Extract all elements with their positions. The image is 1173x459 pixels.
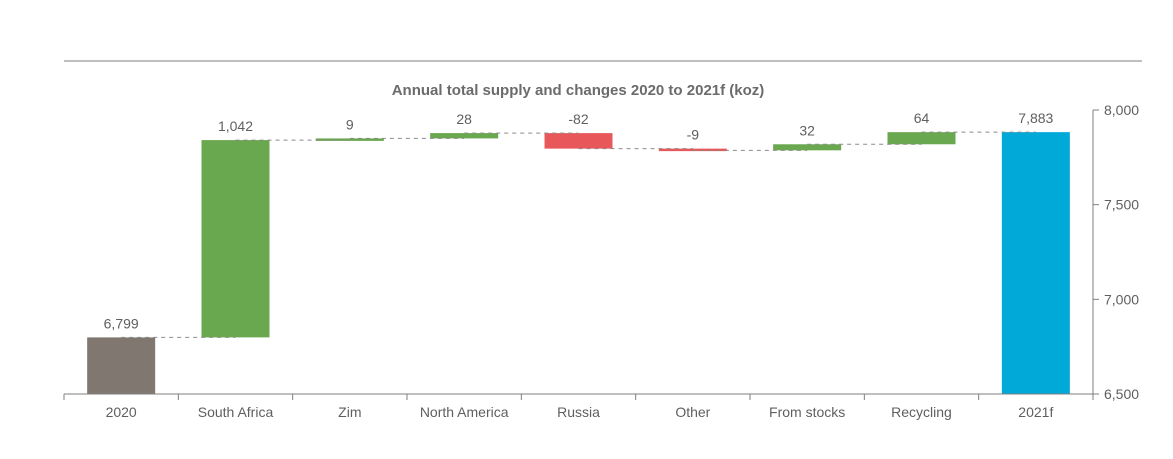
x-tick-label-2: Zim — [338, 404, 361, 420]
y-axis: 6,500 7,000 7,500 8,000 — [1092, 102, 1139, 402]
y-tick-label-3: 8,000 — [1104, 102, 1139, 118]
chart-title: Annual total supply and changes 2020 to … — [392, 82, 765, 99]
x-tick-label-4: Russia — [557, 404, 600, 420]
data-label-3: 28 — [456, 111, 472, 127]
data-label-6: 32 — [799, 122, 815, 138]
bar-1 — [201, 140, 270, 338]
y-tick-label-1: 7,000 — [1104, 291, 1139, 307]
x-tick-label-1: South Africa — [198, 404, 274, 420]
data-label-2: 9 — [346, 116, 354, 132]
bar-8 — [1001, 132, 1070, 395]
x-axis: 2020 South Africa Zim North America Russia Ot… — [63, 393, 1094, 420]
bar-4 — [544, 133, 613, 149]
connectors-layer — [121, 131, 1036, 338]
x-tick-label-3: North America — [420, 404, 509, 420]
x-tick-label-7: Recycling — [891, 404, 952, 420]
bar-6 — [773, 144, 842, 151]
bar-3 — [430, 133, 499, 139]
data-label-5: -9 — [687, 127, 700, 143]
data-label-8: 7,883 — [1018, 110, 1053, 126]
bar-0 — [87, 337, 156, 394]
x-tick-label-6: From stocks — [769, 404, 845, 420]
data-label-7: 64 — [914, 110, 930, 126]
data-label-1: 1,042 — [218, 118, 253, 134]
y-tick-label-2: 7,500 — [1104, 197, 1139, 213]
y-tick-label-0: 6,500 — [1104, 386, 1139, 402]
x-tick-label-5: Other — [675, 404, 710, 420]
bars-layer — [87, 132, 1070, 395]
bar-7 — [887, 132, 956, 145]
data-label-4: -82 — [568, 111, 588, 127]
x-tick-label-0: 2020 — [106, 404, 137, 420]
data-label-0: 6,799 — [104, 315, 139, 331]
data-labels-layer: 6,799 1,042 9 28 -82 -9 32 64 7,883 — [104, 110, 1054, 331]
x-tick-label-8: 2021f — [1018, 404, 1053, 420]
